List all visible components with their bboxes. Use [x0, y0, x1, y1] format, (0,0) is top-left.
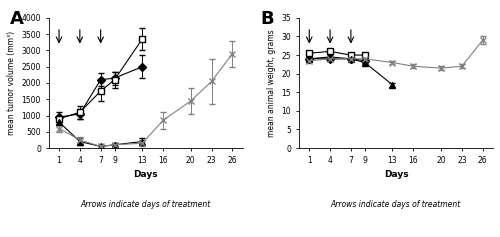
Text: Arrows indicate days of treatment: Arrows indicate days of treatment [80, 200, 211, 209]
X-axis label: Days: Days [134, 170, 158, 179]
Text: B: B [260, 10, 274, 28]
Y-axis label: mean animal weight, grams: mean animal weight, grams [267, 29, 276, 137]
X-axis label: Days: Days [384, 170, 408, 179]
Y-axis label: mean tumor volume (mm³): mean tumor volume (mm³) [7, 31, 16, 135]
Text: A: A [10, 10, 24, 28]
Text: Arrows indicate days of treatment: Arrows indicate days of treatment [331, 200, 461, 209]
